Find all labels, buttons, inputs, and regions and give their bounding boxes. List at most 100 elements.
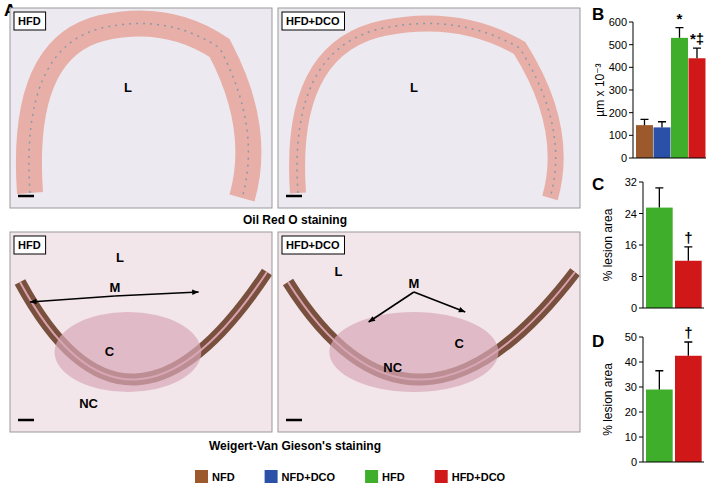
y-tick xyxy=(629,90,633,91)
figure: AHFDLHFD+DCOLOil Red O stainingHFDLMCNCH… xyxy=(0,0,709,488)
structure-label: L xyxy=(124,80,132,95)
image-title-text: HFD xyxy=(18,239,41,251)
wall-texture xyxy=(297,24,556,199)
y-axis-label: µm x 10⁻³ xyxy=(593,63,607,116)
image-bg xyxy=(278,8,580,208)
y-tick-label: 100 xyxy=(609,129,627,141)
micrograph xyxy=(278,232,580,432)
image-frame xyxy=(10,8,272,208)
arrow-head xyxy=(369,316,376,322)
image-bg xyxy=(278,232,580,432)
y-tick xyxy=(639,437,643,438)
y-tick xyxy=(629,135,633,136)
y-tick xyxy=(629,44,633,45)
legend-label: HFD xyxy=(382,471,405,483)
panel-label: B xyxy=(592,5,604,24)
y-tick xyxy=(629,158,633,159)
plot-area xyxy=(646,188,702,308)
legend-label: NFD xyxy=(212,471,235,483)
image-title: HFD xyxy=(14,12,46,30)
y-tick xyxy=(639,276,643,277)
y-tick-label: 32 xyxy=(625,176,637,188)
y-tick xyxy=(639,387,643,388)
scale-bar xyxy=(18,419,34,422)
structure-label: C xyxy=(455,336,465,351)
significance: * xyxy=(677,10,683,27)
bar xyxy=(646,390,673,463)
error-bar xyxy=(675,28,683,38)
y-tick xyxy=(639,362,643,363)
y-tick-label: 10 xyxy=(625,431,637,443)
image-bg xyxy=(10,8,272,208)
y-tick-label: 40 xyxy=(625,356,637,368)
y-tick-label: 400 xyxy=(609,61,627,73)
error-bar xyxy=(684,342,692,356)
error-bar xyxy=(693,48,701,58)
title-box xyxy=(282,12,344,30)
image-frame xyxy=(278,232,580,432)
y-tick-label: 30 xyxy=(625,381,637,393)
structure-label: NC xyxy=(383,360,402,375)
bar xyxy=(675,261,702,308)
x-axis xyxy=(633,158,706,159)
y-tick-label: 500 xyxy=(609,39,627,51)
caption: Oil Red O staining xyxy=(243,213,347,227)
bar xyxy=(675,356,702,462)
plot-area xyxy=(646,342,702,462)
bar-chart: D% lesion area†01020304050 xyxy=(592,324,704,468)
stained-wall xyxy=(29,24,249,199)
image-title-text: HFD+DCO xyxy=(286,239,340,251)
plaque xyxy=(55,312,202,392)
arrow xyxy=(369,292,414,322)
bar xyxy=(671,38,688,158)
arrow-head xyxy=(30,299,37,304)
legend-swatch xyxy=(195,470,208,483)
plaque xyxy=(329,312,498,392)
structure-label: NC xyxy=(79,396,98,411)
error-bar xyxy=(655,188,663,208)
wall-texture xyxy=(29,24,249,199)
y-tick xyxy=(639,337,643,338)
image-frame xyxy=(278,8,580,208)
bar-chart: C% lesion area†08162432 xyxy=(592,175,704,314)
structure-label: M xyxy=(408,276,419,291)
y-tick-label: 0 xyxy=(631,456,637,468)
scale-bar xyxy=(286,419,302,422)
y-tick xyxy=(639,245,643,246)
micrograph xyxy=(10,232,272,432)
structure-label: L xyxy=(334,264,342,279)
bar xyxy=(654,127,671,158)
structure-label: L xyxy=(116,250,124,265)
y-tick-label: 0 xyxy=(621,152,627,164)
stained-wall xyxy=(297,24,556,199)
y-tick-label: 600 xyxy=(609,16,627,28)
bar xyxy=(689,58,706,158)
y-tick-label: 0 xyxy=(631,302,637,314)
arrow xyxy=(30,296,115,302)
caption: Weigert-Van Gieson's staining xyxy=(209,439,381,453)
title-box xyxy=(14,12,46,30)
y-tick-label: 200 xyxy=(609,107,627,119)
structure-label: L xyxy=(410,80,418,95)
arrow-head xyxy=(458,307,465,312)
legend-swatch xyxy=(435,470,448,483)
bar xyxy=(646,208,673,308)
y-tick-label: 16 xyxy=(625,239,637,251)
x-axis xyxy=(643,462,704,463)
significance: † xyxy=(684,324,692,341)
error-bar xyxy=(640,119,648,125)
arrow-head xyxy=(192,290,199,295)
significance: *‡ xyxy=(690,30,704,47)
legend-label: NFD+DCO xyxy=(282,471,336,483)
structure-label: M xyxy=(109,280,120,295)
title-box xyxy=(14,236,46,254)
image-frame xyxy=(10,232,272,432)
y-tick-label: 20 xyxy=(625,406,637,418)
y-tick-label: 300 xyxy=(609,84,627,96)
y-tick xyxy=(639,213,643,214)
y-tick-label: 24 xyxy=(625,208,637,220)
micrograph xyxy=(10,8,272,208)
image-title: HFD xyxy=(14,236,46,254)
image-title: HFD+DCO xyxy=(282,12,344,30)
y-tick xyxy=(629,112,633,113)
